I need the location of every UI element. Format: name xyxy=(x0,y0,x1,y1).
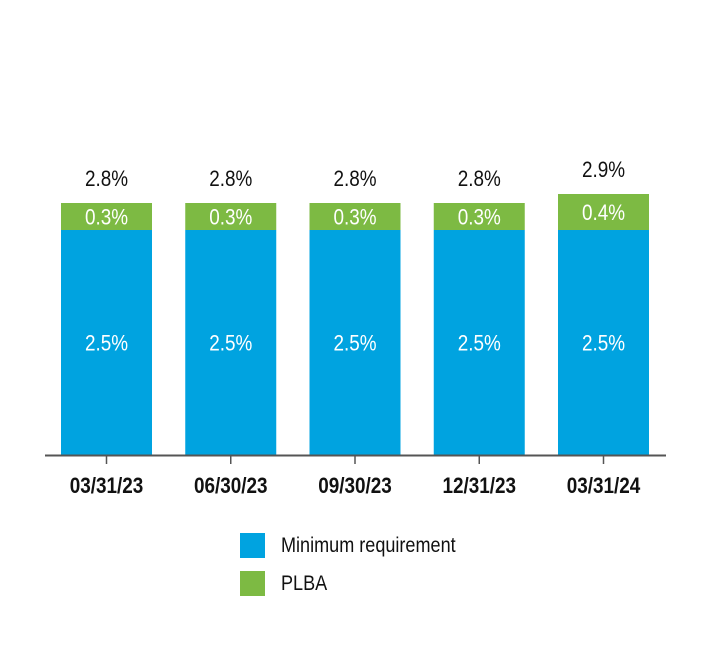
data-label-minimum-requirement-4: 2.5% xyxy=(582,331,625,356)
x-tick-label-0: 03/31/23 xyxy=(70,474,144,499)
legend-swatch-minimum-requirement xyxy=(240,533,265,558)
total-label-3: 2.8% xyxy=(458,167,501,192)
bar-plba-2 xyxy=(309,203,401,230)
legend-swatch-plba xyxy=(240,571,265,596)
bar-minimum-requirement-0 xyxy=(61,230,152,455)
bar-minimum-requirement-1 xyxy=(185,230,277,455)
bar-minimum-requirement-2 xyxy=(309,230,401,455)
data-label-plba-4: 0.4% xyxy=(582,201,625,226)
x-tick-label-4: 03/31/24 xyxy=(567,474,641,499)
total-label-0: 2.8% xyxy=(85,167,128,192)
data-label-plba-0: 0.3% xyxy=(85,205,128,230)
data-label-plba-1: 0.3% xyxy=(209,205,252,230)
data-label-plba-3: 0.3% xyxy=(458,205,501,230)
bar-plba-4 xyxy=(558,194,649,230)
labels-group: 2.5% 0.3% 2.8% 03/31/23 2.5% 0.3% 2.8% 06/30/23… xyxy=(70,158,641,499)
data-label-minimum-requirement-3: 2.5% xyxy=(458,331,501,356)
legend-label-minimum-requirement: Minimum requirement xyxy=(281,534,456,557)
bar-minimum-requirement-3 xyxy=(433,230,525,455)
x-tick-label-2: 09/30/23 xyxy=(318,474,392,499)
data-label-plba-2: 0.3% xyxy=(333,205,376,230)
total-label-4: 2.9% xyxy=(582,158,625,183)
data-label-minimum-requirement-0: 2.5% xyxy=(85,331,128,356)
x-ticks-group xyxy=(105,455,605,464)
total-label-2: 2.8% xyxy=(333,167,376,192)
data-label-minimum-requirement-1: 2.5% xyxy=(209,331,252,356)
x-tick-label-3: 12/31/23 xyxy=(442,474,516,499)
x-tick-label-1: 06/30/23 xyxy=(194,474,268,499)
total-label-1: 2.8% xyxy=(209,167,252,192)
bar-minimum-requirement-4 xyxy=(558,230,649,455)
bars-group xyxy=(61,194,649,455)
bar-plba-3 xyxy=(433,203,525,230)
legend-label-plba: PLBA xyxy=(281,572,328,595)
bar-plba-0 xyxy=(61,203,152,230)
bar-plba-1 xyxy=(185,203,277,230)
data-label-minimum-requirement-2: 2.5% xyxy=(333,331,376,356)
